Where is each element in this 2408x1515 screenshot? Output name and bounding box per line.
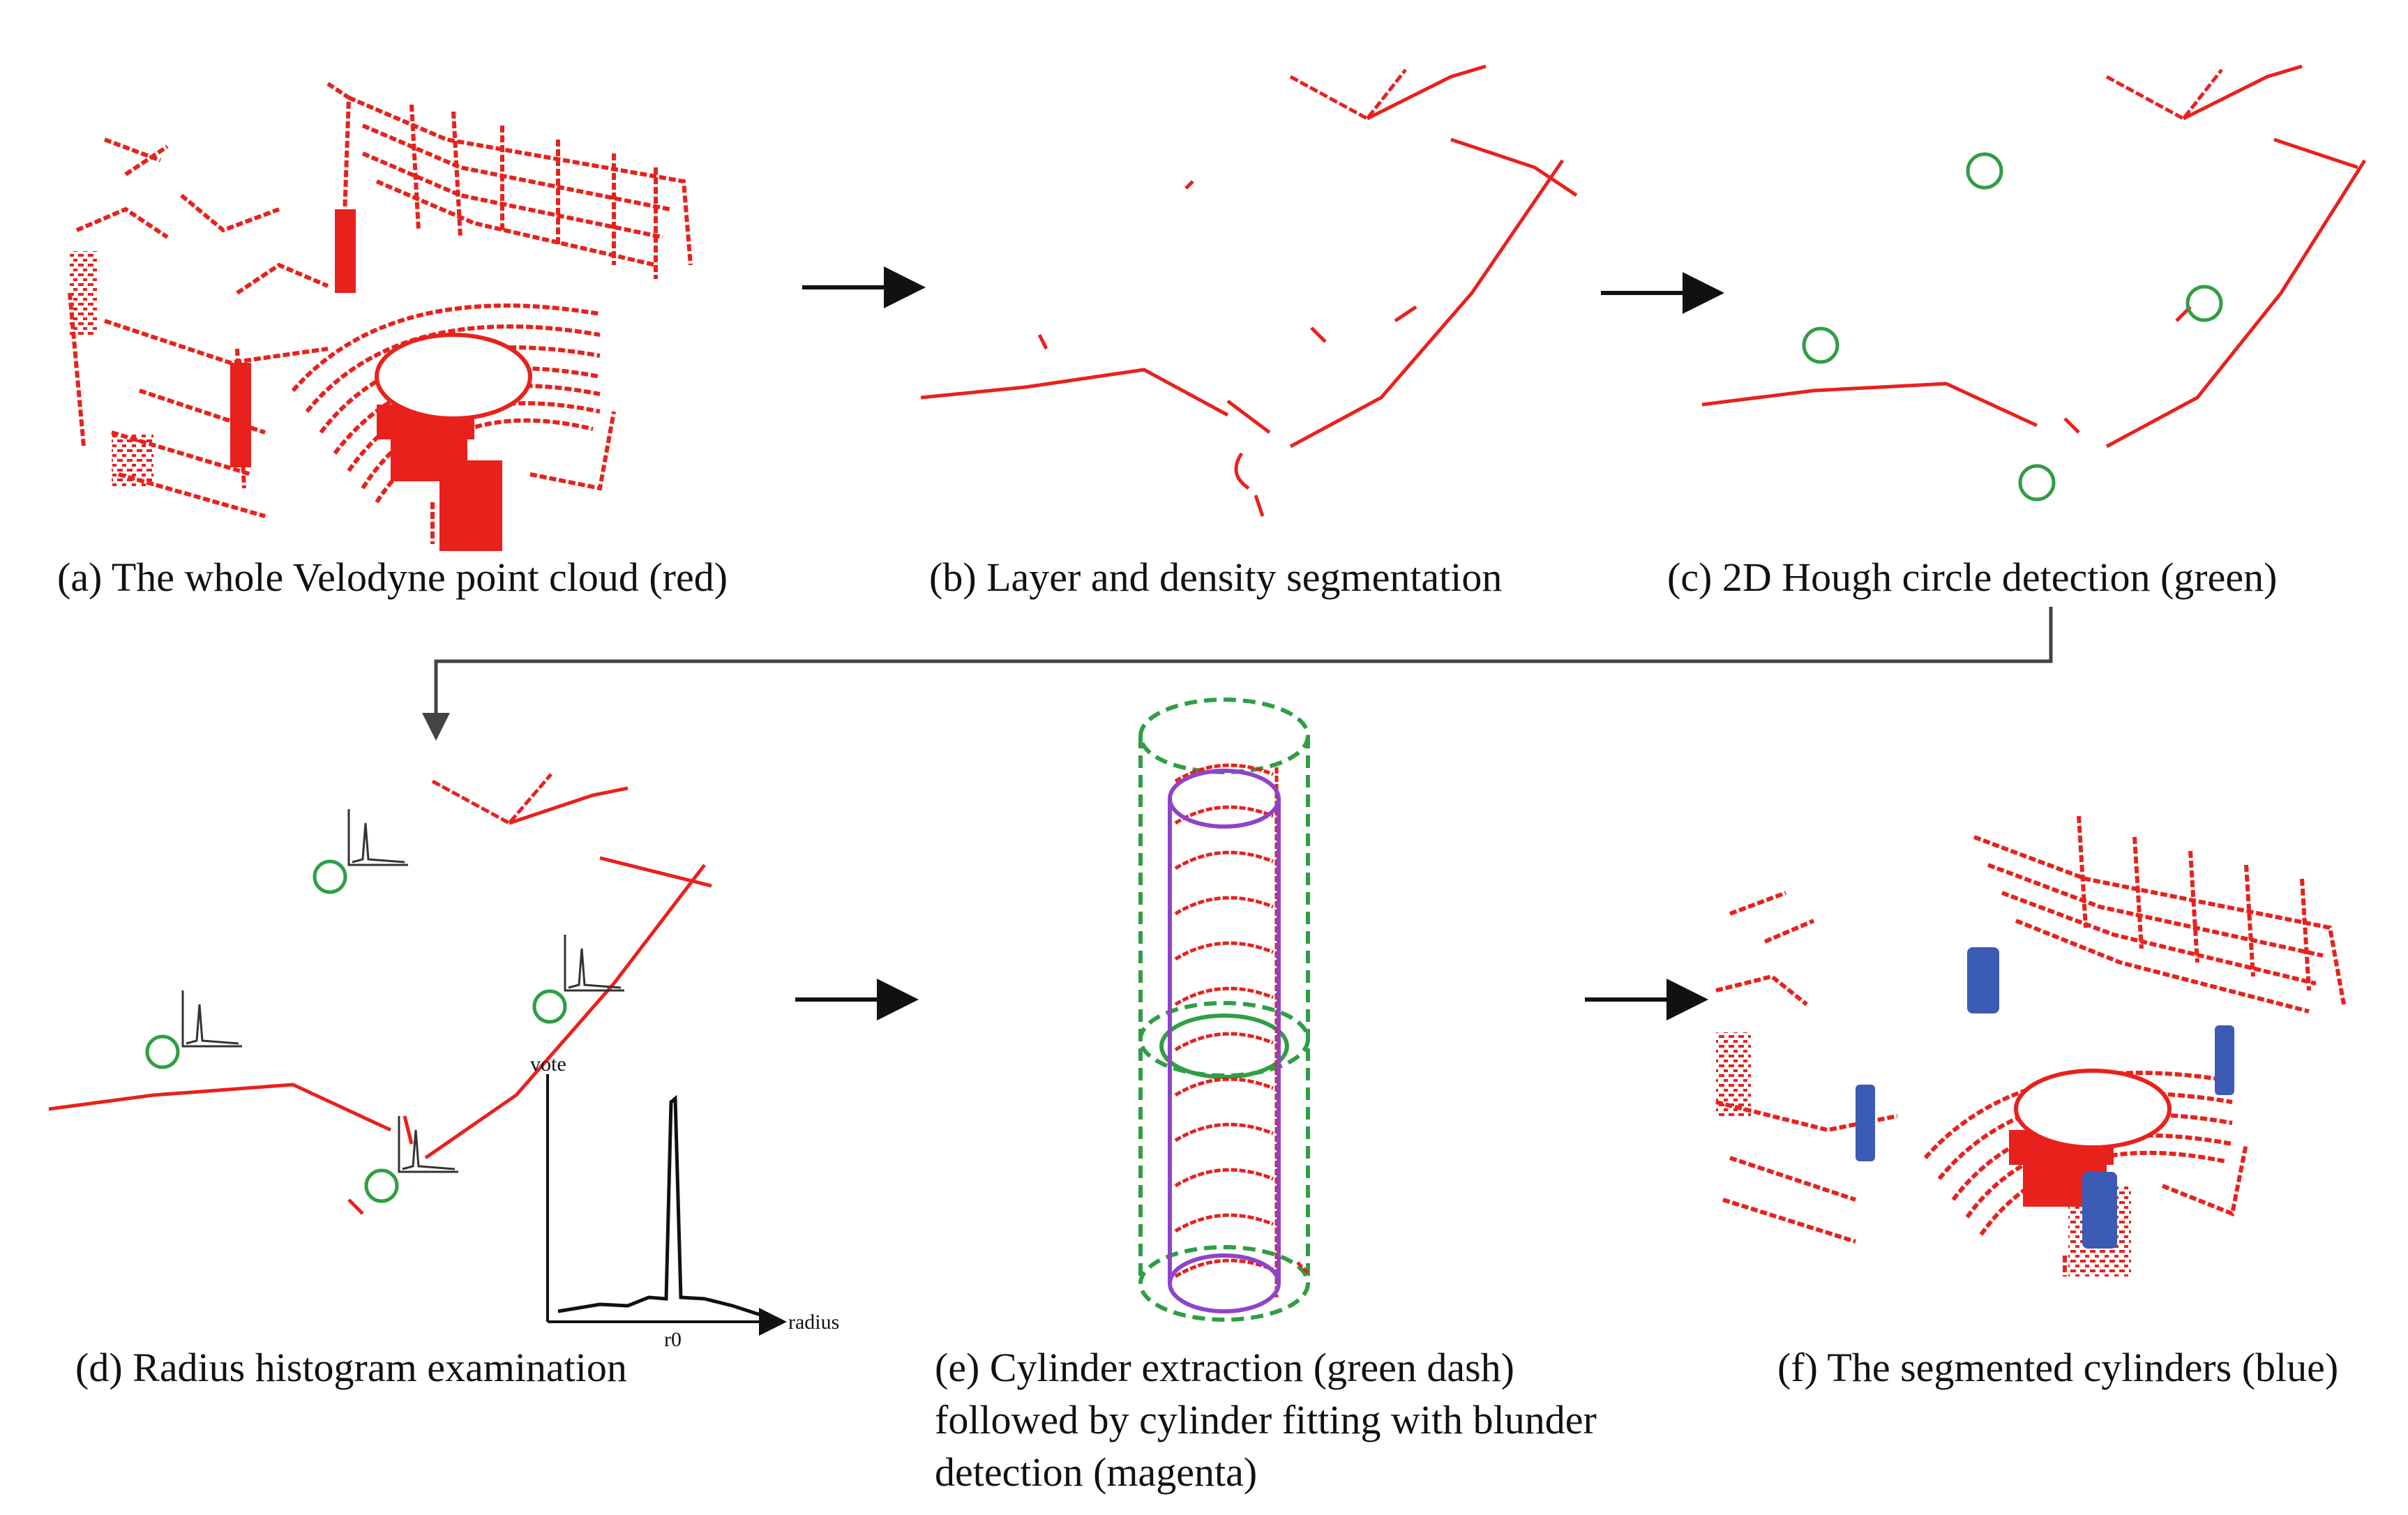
fitted-cylinder-magenta	[1168, 769, 1281, 1313]
hough-circle-1	[1966, 152, 2003, 190]
panel-a-inner-ring	[375, 333, 532, 421]
panel-c-hough-circles	[1802, 152, 2223, 502]
segmented-cylinder-4	[2082, 1172, 2117, 1249]
panel-b-segments	[920, 64, 1578, 517]
histogram-curve	[557, 1094, 761, 1317]
panel-a-solid-blocks	[70, 209, 502, 551]
caption-b: (b) Layer and density segmentation	[929, 555, 1502, 600]
caption-e-line-3: detection (magenta)	[935, 1449, 1257, 1495]
d-circle-2	[145, 1034, 180, 1069]
cylinder-scan-points	[1174, 763, 1309, 1297]
panel-d-hough-circles	[145, 859, 567, 1203]
hough-circle-3	[2185, 285, 2223, 322]
hough-circle-4	[2018, 464, 2056, 502]
panel-f-solid-blocks	[1716, 1032, 2131, 1276]
panel-f-point-cloud	[1715, 815, 2346, 1276]
hough-circle-2	[1802, 326, 1839, 364]
caption-e-line-1: (e) Cylinder extraction (green dash)	[935, 1345, 1514, 1390]
caption-c: (c) 2D Hough circle detection (green)	[1667, 555, 2277, 600]
panel-e-cylinder	[1138, 698, 1310, 1322]
caption-a: (a) The whole Velodyne point cloud (red)	[57, 555, 728, 600]
extraction-cylinder-green-dash	[1138, 698, 1310, 1322]
segmented-cylinder-3	[2215, 1025, 2234, 1095]
d-circle-3	[532, 989, 567, 1024]
panel-d-mini-histograms	[181, 809, 624, 1173]
d-circle-1	[313, 859, 347, 894]
caption-e-line-2: followed by cylinder fitting with blunde…	[935, 1397, 1597, 1442]
segmented-cylinder-2	[1856, 1085, 1875, 1161]
panel-a-point-cloud	[68, 82, 693, 544]
segmented-cylinder-1	[1967, 947, 1999, 1013]
mini-histogram-4	[398, 1116, 458, 1173]
caption-f: (f) The segmented cylinders (blue)	[1777, 1345, 2338, 1390]
hough-slice-circle	[1159, 1013, 1289, 1079]
panel-f-inner-ring	[2014, 1069, 2172, 1150]
mini-histogram-3	[564, 935, 624, 992]
radius-histogram: vote radius r0	[530, 1053, 839, 1351]
mini-histogram-1	[347, 809, 408, 866]
panel-c-segments	[1701, 64, 2367, 449]
mini-histogram-2	[181, 990, 242, 1048]
d-circle-4	[364, 1168, 399, 1203]
panel-d-segments	[48, 773, 712, 1215]
histogram-r0-tick: r0	[664, 1328, 682, 1351]
connector-c-to-d	[422, 607, 2053, 741]
caption-d: (d) Radius histogram examination	[75, 1345, 627, 1390]
histogram-x-label: radius	[788, 1311, 839, 1334]
histogram-y-label: vote	[530, 1053, 566, 1076]
segmented-cylinders-blue	[1856, 947, 2234, 1249]
